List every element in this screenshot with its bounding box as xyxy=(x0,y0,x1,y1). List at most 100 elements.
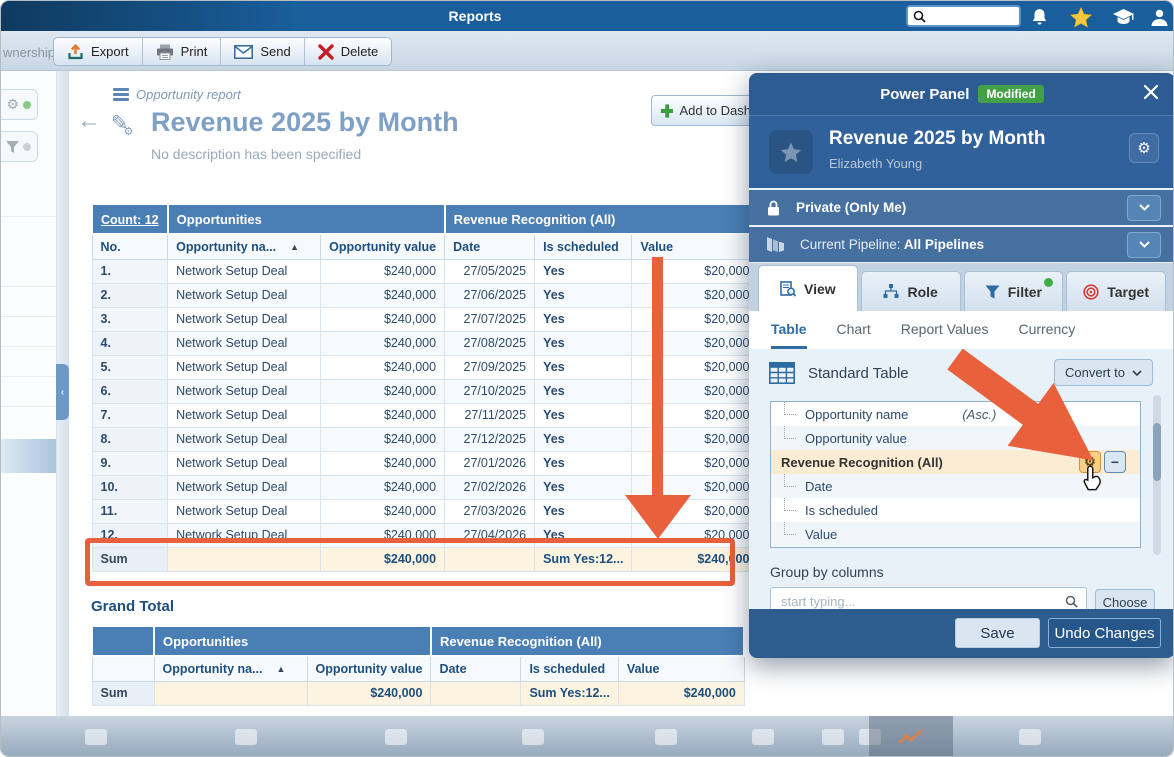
privacy-row[interactable]: Private (Only Me) xyxy=(749,190,1173,225)
table-row[interactable]: 7. Network Setup Deal $240,000 27/11/2025 Ye… xyxy=(91,402,759,428)
sidebar-filter-button[interactable] xyxy=(1,131,38,162)
scrollbar-thumb[interactable] xyxy=(1153,423,1161,481)
sidebar-settings-button[interactable]: ⚙ xyxy=(1,89,38,120)
app-icon-note[interactable] xyxy=(637,716,695,756)
gt-col-date[interactable]: Date xyxy=(430,655,522,682)
column-tree-row[interactable]: Value xyxy=(771,522,1140,546)
remove-column-button[interactable]: − xyxy=(1104,451,1126,473)
pipeline-dropdown-button[interactable] xyxy=(1127,231,1161,258)
tab-role[interactable]: Role xyxy=(860,271,961,311)
ownership-tab-partial[interactable]: wnership xyxy=(3,45,56,60)
notifications-button[interactable] xyxy=(1027,6,1051,28)
count-link[interactable]: Count: 12 xyxy=(101,212,159,227)
table-row[interactable]: 12. Network Setup Deal $240,000 27/04/2026 Y… xyxy=(91,522,759,548)
app-icon-building[interactable] xyxy=(217,716,275,756)
app-icon-org[interactable] xyxy=(841,716,899,756)
close-panel-button[interactable] xyxy=(1143,84,1163,104)
tab-view[interactable]: View xyxy=(758,265,858,311)
group-by-input[interactable] xyxy=(779,592,1065,610)
cell-opportunity-value: $240,000 xyxy=(320,522,446,548)
gt-col-is-scheduled[interactable]: Is scheduled xyxy=(520,655,619,682)
column-tree-row[interactable]: Revenue Recognition (All) ⚙ − xyxy=(771,450,1140,474)
tab-view-label: View xyxy=(804,280,836,297)
column-tree-label: Value xyxy=(805,526,838,542)
column-tree-row[interactable]: Opportunity name (Asc.) xyxy=(771,402,1140,426)
favorites-button[interactable] xyxy=(1069,6,1093,28)
search-input[interactable] xyxy=(926,8,1006,24)
column-settings-gear-button[interactable]: ⚙ xyxy=(1079,451,1101,473)
undo-changes-button[interactable]: Undo Changes xyxy=(1048,618,1161,648)
app-icon-card[interactable] xyxy=(67,716,125,756)
tree-scrollbar[interactable] xyxy=(1153,395,1161,555)
global-search[interactable] xyxy=(906,5,1021,27)
user-menu-button[interactable] xyxy=(1147,6,1171,28)
table-row[interactable]: 5. Network Setup Deal $240,000 27/09/2025 Ye… xyxy=(91,354,759,380)
gt-col-value[interactable]: Value xyxy=(617,655,745,682)
table-row[interactable]: 3. Network Setup Deal $240,000 27/07/2025 Ye… xyxy=(91,306,759,332)
app-icon-reports[interactable] xyxy=(869,716,953,756)
app-icon-analytics[interactable] xyxy=(804,716,862,756)
add-to-dashboard-button[interactable]: Add to Dash xyxy=(651,95,761,126)
app-icon-contact-card[interactable] xyxy=(367,716,425,756)
table-row[interactable]: 10. Network Setup Deal $240,000 27/02/2026 Y… xyxy=(91,474,759,500)
gear-icon: ⚙ xyxy=(6,96,19,112)
col-no[interactable]: No. xyxy=(91,233,169,260)
col-opportunity-value[interactable]: Opportunity value xyxy=(320,233,446,260)
pipeline-row[interactable]: Current Pipeline: All Pipelines xyxy=(749,227,1173,262)
table-row[interactable]: 4. Network Setup Deal $240,000 27/08/2025 Ye… xyxy=(91,330,759,356)
cell-value: $20,000 xyxy=(631,522,759,548)
tasks-icon xyxy=(522,729,544,745)
app-icon-tasks[interactable] xyxy=(504,716,562,756)
cell-is-scheduled: Yes xyxy=(534,330,633,356)
app-icon-briefcase[interactable] xyxy=(1001,716,1059,756)
subtab-report-values[interactable]: Report Values xyxy=(900,320,989,337)
col-date[interactable]: Date xyxy=(444,233,536,260)
column-tree-row[interactable]: Is scheduled xyxy=(771,498,1140,522)
app-icon-checklist[interactable] xyxy=(734,716,792,756)
subtab-currency[interactable]: Currency xyxy=(1018,320,1076,337)
tab-target[interactable]: Target xyxy=(1066,271,1166,311)
send-button[interactable]: Send xyxy=(221,38,305,65)
favorite-report-button[interactable] xyxy=(769,130,813,174)
delete-button[interactable]: Delete xyxy=(305,38,392,65)
chevron-down-icon xyxy=(1132,369,1142,376)
back-button[interactable]: ← xyxy=(77,107,101,134)
table-row[interactable]: 11. Network Setup Deal $240,000 27/03/2026 Y… xyxy=(91,498,759,524)
column-tree-row[interactable]: Opportunity value xyxy=(771,426,1140,450)
column-tree-row[interactable]: Date xyxy=(771,474,1140,498)
analytics-icon xyxy=(822,729,844,745)
cell-date: 27/07/2025 xyxy=(444,306,536,332)
convert-to-button[interactable]: Convert to xyxy=(1054,359,1153,386)
subtab-chart[interactable]: Chart xyxy=(836,320,871,337)
col-opportunity-name[interactable]: Opportunity na... ▲ xyxy=(167,233,322,260)
group-header-opportunities: Opportunities xyxy=(166,203,446,235)
role-hierarchy-icon xyxy=(883,284,899,298)
print-button[interactable]: Print xyxy=(143,38,222,65)
table-row[interactable]: 6. Network Setup Deal $240,000 27/10/2025 Ye… xyxy=(91,378,759,404)
pipeline-icon xyxy=(767,237,784,252)
privacy-dropdown-button[interactable] xyxy=(1127,194,1161,221)
top-navigation-bar: Reports xyxy=(1,1,1173,31)
learning-button[interactable] xyxy=(1111,6,1135,28)
export-button[interactable]: Export xyxy=(54,38,143,65)
col-value[interactable]: Value xyxy=(631,233,759,260)
report-settings-button[interactable]: ⚙ xyxy=(1129,133,1159,163)
table-row[interactable]: 9. Network Setup Deal $240,000 27/01/2026 Ye… xyxy=(91,450,759,476)
cell-opportunity-value: $240,000 xyxy=(320,330,446,356)
table-row[interactable]: 8. Network Setup Deal $240,000 27/12/2025 Ye… xyxy=(91,426,759,452)
sidebar-collapse-handle[interactable]: ‹ xyxy=(56,364,69,420)
gt-col-opportunity-name[interactable]: Opportunity na... ▲ xyxy=(153,655,308,682)
edit-report-button[interactable]: ✎⚙ xyxy=(111,112,134,138)
report-type-label: Opportunity report xyxy=(113,87,241,102)
table-row[interactable]: 1. Network Setup Deal $240,000 27/05/2025 Ye… xyxy=(91,258,759,284)
power-panel-title: Power Panel xyxy=(880,85,970,103)
pipeline-label: Current Pipeline: All Pipelines xyxy=(800,237,984,252)
graduation-cap-icon xyxy=(1112,8,1134,24)
tab-filter[interactable]: Filter xyxy=(963,271,1064,311)
gt-col-opportunity-value[interactable]: Opportunity value xyxy=(306,655,432,682)
subtab-table[interactable]: Table xyxy=(771,311,807,349)
col-is-scheduled[interactable]: Is scheduled xyxy=(534,233,633,260)
save-button[interactable]: Save xyxy=(955,618,1040,648)
grand-total-table: Opportunities Revenue Recognition (All) … xyxy=(91,625,746,706)
table-row[interactable]: 2. Network Setup Deal $240,000 27/06/2025 Ye… xyxy=(91,282,759,308)
